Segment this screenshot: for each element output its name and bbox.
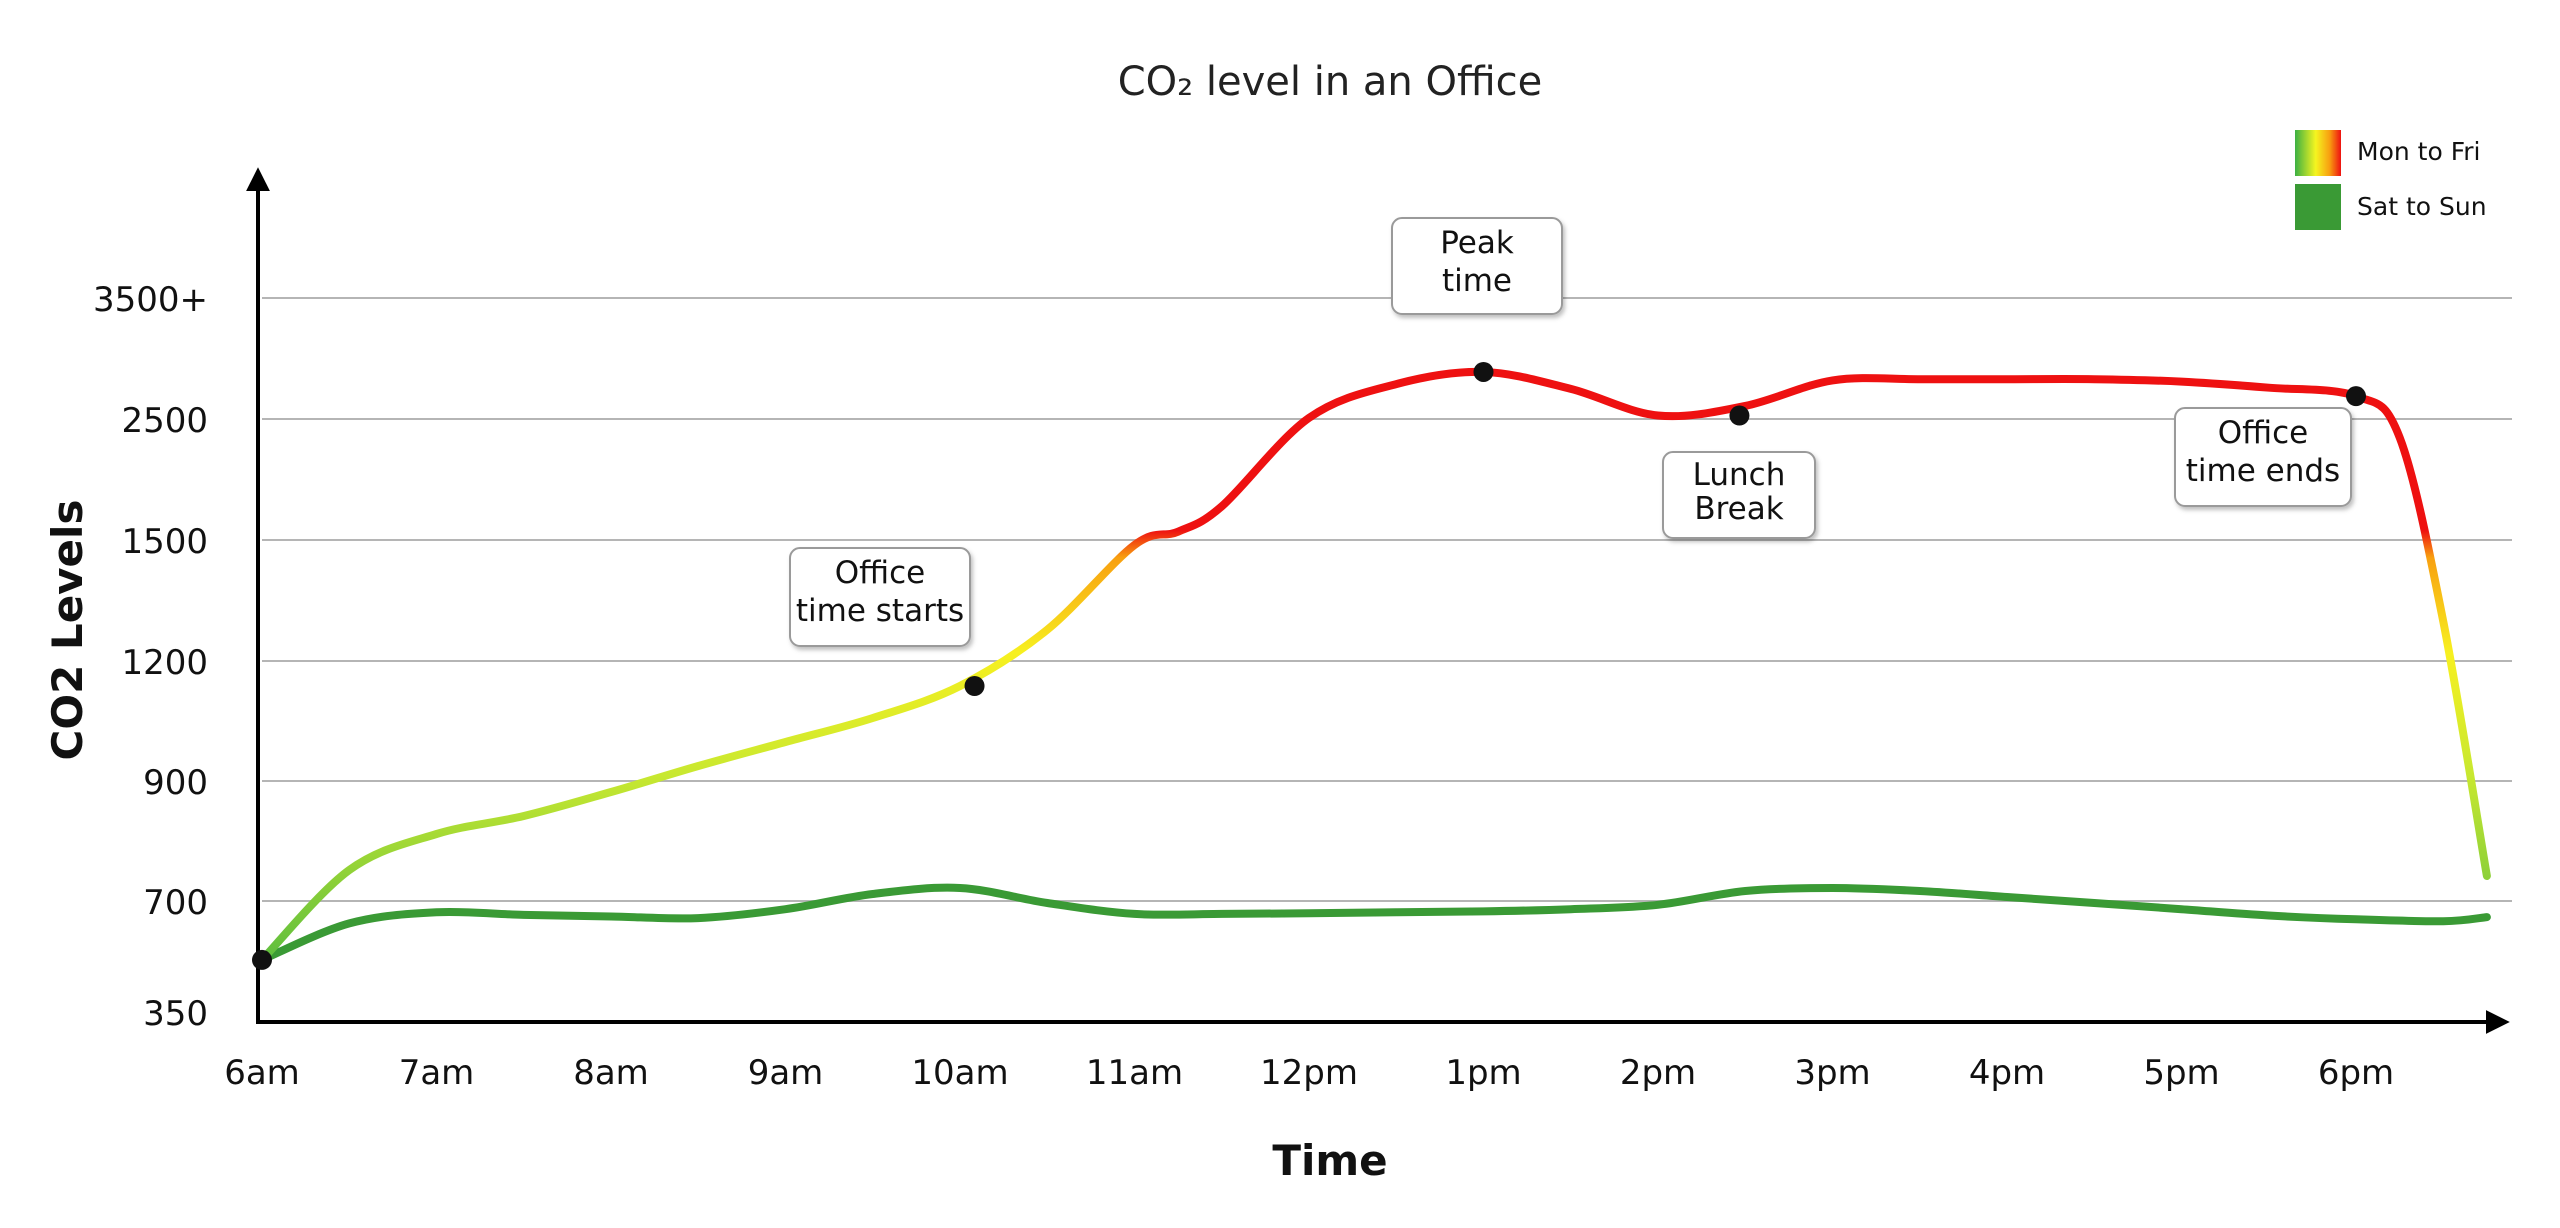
x-tick-label: 12pm: [1260, 1053, 1358, 1093]
legend: Mon to Fri Sat to Sun: [2295, 130, 2487, 230]
series-line-sat-to-sun: [258, 883, 2491, 964]
y-axis-title: CO2 Levels: [43, 500, 92, 761]
annotation-text: time: [1442, 263, 1512, 299]
annotation-text: time ends: [2186, 453, 2340, 489]
y-tick-label: 700: [143, 883, 208, 923]
legend-label-sat-to-sun: Sat to Sun: [2357, 192, 2487, 221]
annotation-text: Peak: [1440, 225, 1514, 261]
y-tick-label: 2500: [121, 401, 208, 441]
y-tick-label: 350: [143, 994, 208, 1034]
annotation-text: Break: [1694, 491, 1783, 527]
x-tick-label: 9am: [748, 1053, 824, 1093]
annotation-box: [1662, 451, 1816, 539]
x-tick-labels: 6am 7am 8am 9am 10am 11am 12pm 1pm 2pm 3pm 4pm 5pm 6…: [224, 1053, 2394, 1093]
x-tick-label: 1pm: [1445, 1053, 1521, 1093]
annotation-box: [789, 547, 971, 647]
y-tick-labels: 350 700 900 1200 1500 2500 3500+: [93, 280, 208, 1034]
x-tick-label: 11am: [1086, 1053, 1183, 1093]
x-tick-label: 4pm: [1969, 1053, 2045, 1093]
x-tick-label: 8am: [573, 1053, 649, 1093]
legend-swatch-mon-to-fri: [2295, 130, 2341, 176]
data-marker: [964, 676, 985, 696]
series-line-mon-to-fri: [258, 367, 2491, 964]
series-layer: [258, 367, 2491, 964]
annotation-text: Lunch: [1693, 457, 1786, 493]
y-tick-label: 3500+: [93, 280, 208, 320]
chart-title: CO₂ level in an Office: [1118, 59, 1543, 105]
data-marker: [1729, 405, 1750, 426]
data-marker: [252, 949, 272, 970]
annotation-text: Office: [835, 555, 926, 591]
x-tick-label: 2pm: [1620, 1053, 1696, 1093]
annotation-text: time starts: [796, 593, 964, 629]
y-tick-label: 1200: [121, 643, 208, 683]
annotation-box: [2174, 407, 2352, 507]
legend-label-mon-to-fri: Mon to Fri: [2357, 137, 2481, 166]
data-marker: [1473, 361, 1494, 382]
x-tick-label: 6pm: [2318, 1053, 2394, 1093]
x-tick-label: 3pm: [1794, 1053, 1870, 1093]
x-tick-label: 6am: [224, 1053, 300, 1093]
data-marker: [2346, 386, 2366, 407]
legend-swatch-sat-to-sun: [2295, 184, 2341, 230]
marker-layer: [252, 361, 2366, 970]
annotation-text: Office: [2218, 415, 2309, 451]
x-axis-title: Time: [1272, 1136, 1387, 1185]
y-tick-label: 1500: [121, 522, 208, 562]
annotation-box: [1391, 217, 1563, 315]
x-tick-label: 7am: [399, 1053, 475, 1093]
y-tick-label: 900: [143, 763, 208, 803]
x-tick-label: 10am: [911, 1053, 1008, 1093]
x-tick-label: 5pm: [2143, 1053, 2219, 1093]
